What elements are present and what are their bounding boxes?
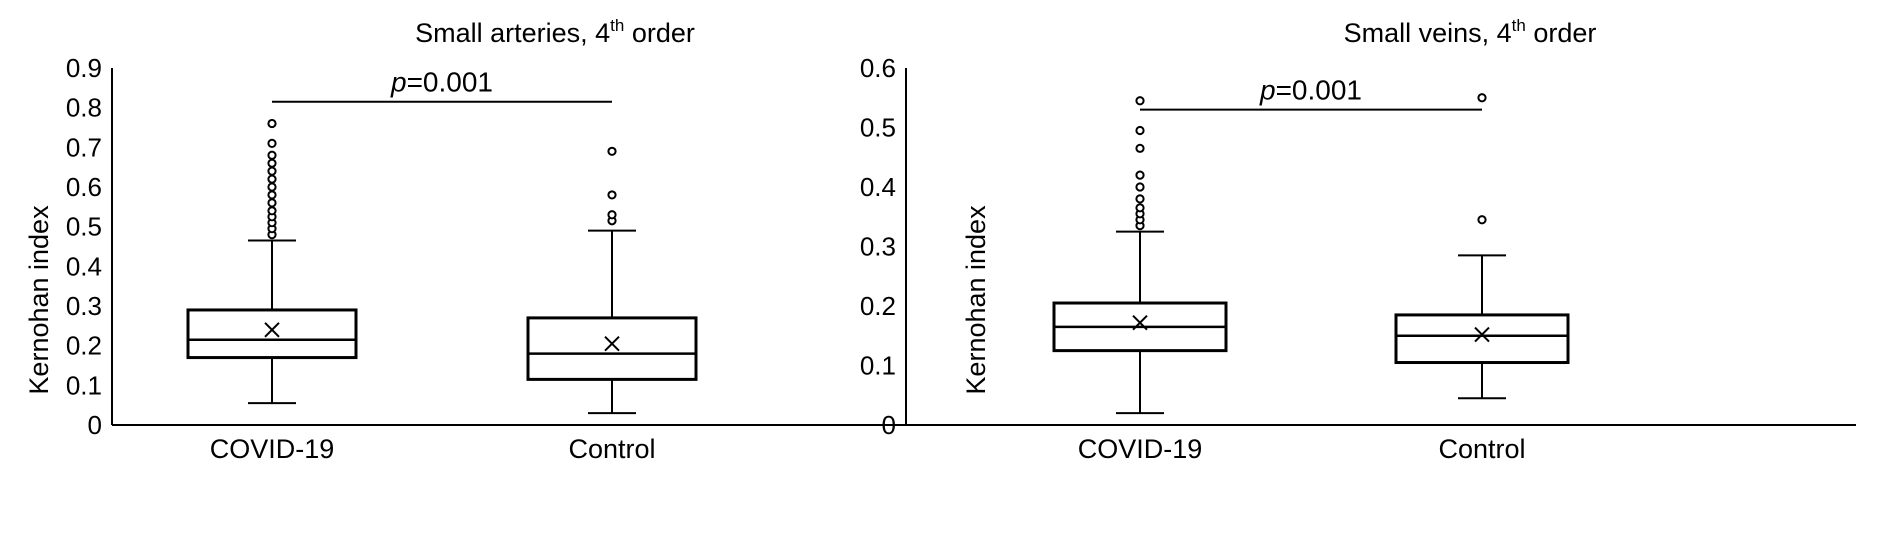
outlier-point — [267, 182, 277, 192]
y-tick-label: 0.5 — [860, 113, 896, 143]
y-tick-label: 0 — [88, 410, 102, 440]
outlier-point — [1135, 203, 1145, 213]
outlier-point — [607, 146, 617, 156]
y-tick-label: 0.4 — [66, 251, 102, 281]
box-control — [1394, 93, 1570, 400]
x-category-label: COVID-19 — [210, 434, 335, 464]
y-axis-label: Kernohan index — [24, 205, 54, 395]
mean-marker — [264, 322, 280, 338]
outlier-point — [607, 190, 617, 200]
outlier-point — [1135, 143, 1145, 153]
chart-title: Small arteries, 4th order — [415, 16, 695, 48]
mean-marker — [1132, 314, 1148, 331]
outlier-point — [1477, 215, 1487, 225]
iqr-box — [1394, 313, 1570, 365]
y-tick-label: 0.9 — [66, 53, 102, 83]
outlier-point — [267, 138, 277, 148]
y-axis-ticks: 0 0.1 0.2 0.3 0.4 0.5 0.6 — [860, 53, 896, 440]
outlier-point — [267, 190, 277, 200]
outlier-point — [267, 158, 277, 168]
outlier-point — [267, 150, 277, 160]
mean-marker — [1474, 326, 1490, 343]
y-axis-label: Kernohan index — [961, 205, 991, 395]
y-tick-label: 0 — [882, 410, 896, 440]
y-tick-label: 0.4 — [860, 172, 896, 202]
panel-small-arteries: Small arteries, 4th order Kernohan index… — [24, 16, 1010, 464]
x-category-label: Control — [1438, 434, 1525, 464]
y-tick-label: 0.6 — [860, 53, 896, 83]
x-axis-categories: COVID-19 Control — [1078, 434, 1526, 464]
outlier-point — [1135, 182, 1145, 192]
y-tick-label: 0.8 — [66, 93, 102, 123]
outlier-point — [267, 198, 277, 208]
boxes — [1052, 93, 1570, 415]
y-tick-label: 0.3 — [860, 232, 896, 262]
box-covid-19 — [186, 118, 358, 405]
y-tick-label: 0.7 — [66, 132, 102, 162]
box-control — [526, 146, 698, 415]
outlier-point — [267, 166, 277, 176]
box-covid-19 — [1052, 96, 1228, 415]
outlier-point — [267, 174, 277, 184]
outlier-point — [1135, 194, 1145, 204]
x-axis-categories: COVID-19 Control — [210, 434, 656, 464]
y-tick-label: 0.3 — [66, 291, 102, 321]
y-tick-label: 0.1 — [66, 370, 102, 400]
y-tick-label: 0.2 — [66, 331, 102, 361]
y-axis-ticks: 0 0.1 0.2 0.3 0.4 0.5 0.6 0.7 0.8 0.9 — [66, 53, 102, 440]
y-tick-label: 0.1 — [860, 351, 896, 381]
panel-small-veins: Small veins, 4th order Kernohan index 00… — [860, 16, 1856, 464]
y-tick-label: 0.6 — [66, 172, 102, 202]
p-value-label: p=0.001 — [1259, 75, 1362, 106]
outlier-point — [1135, 96, 1145, 106]
x-category-label: Control — [568, 434, 655, 464]
mean-marker — [604, 335, 620, 352]
outlier-point — [267, 118, 277, 129]
outlier-point — [1135, 170, 1145, 180]
chart-title: Small veins, 4th order — [1344, 16, 1597, 48]
significance-annotation: p=0.001 — [1140, 75, 1482, 111]
x-category-label: COVID-19 — [1078, 434, 1203, 464]
outlier-point — [1477, 93, 1487, 103]
outlier-point — [267, 206, 277, 216]
y-tick-label: 0.5 — [66, 212, 102, 242]
y-tick-label: 0.2 — [860, 291, 896, 321]
outlier-point — [607, 210, 617, 220]
p-value-label: p=0.001 — [390, 67, 493, 98]
boxes — [186, 118, 698, 415]
significance-annotation: p=0.001 — [272, 67, 612, 103]
iqr-box — [186, 308, 358, 360]
outlier-point — [1135, 125, 1145, 136]
iqr-box — [526, 316, 698, 381]
